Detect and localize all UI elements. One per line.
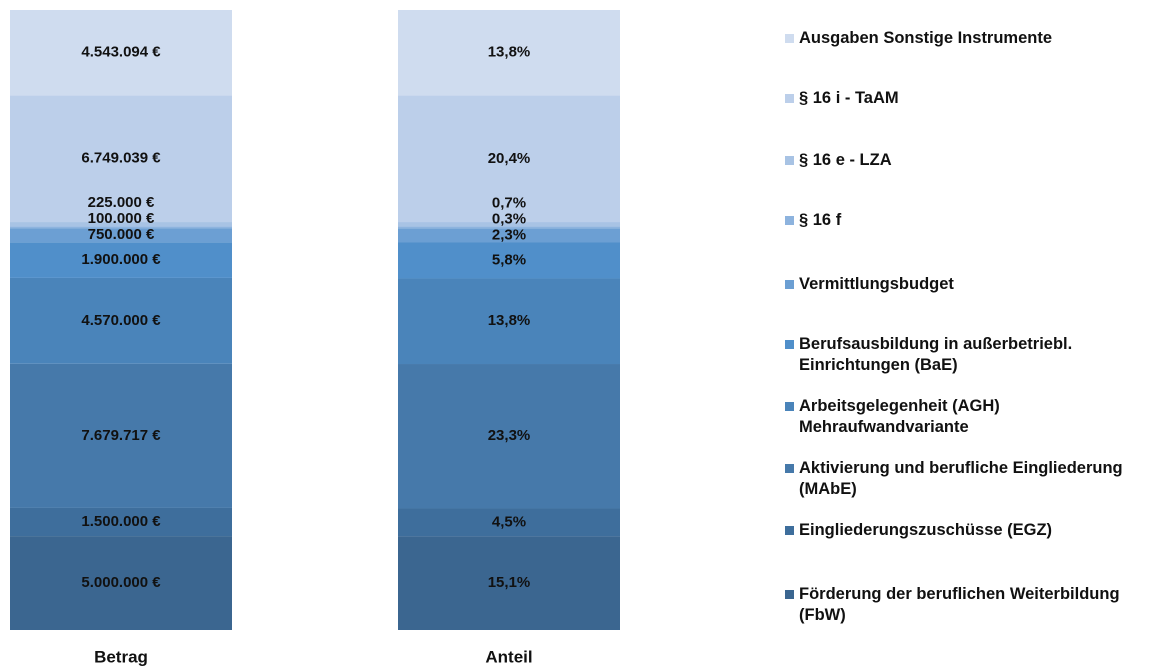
data-label: 5,8% [492, 251, 526, 268]
data-label: 13,8% [488, 312, 531, 329]
legend-item: Arbeitsgelegenheit (AGH) Mehraufwandvari… [785, 396, 1159, 438]
bar-segment [398, 228, 620, 243]
legend-swatch [785, 216, 794, 225]
legend-label: Vermittlungsbudget [799, 275, 954, 293]
data-label: 23,3% [488, 427, 531, 444]
data-label: 2,3% [492, 226, 526, 243]
data-label: 13,8% [488, 44, 531, 61]
bar-segment [398, 222, 620, 227]
bar-segment [10, 536, 232, 630]
bar-segment [398, 10, 620, 96]
bar-segment [10, 277, 232, 364]
bar-segment [398, 536, 620, 630]
legend-label: § 16 f [799, 211, 842, 229]
legend-label: Förderung der beruflichen Weiterbildung … [799, 585, 1120, 624]
legend-swatch [785, 280, 794, 289]
bar-segment [398, 95, 620, 223]
data-label: 5.000.000 € [81, 574, 161, 591]
legend-item: § 16 i - TaAM [785, 88, 899, 109]
bar-segment [398, 508, 620, 537]
data-label: 100.000 € [88, 210, 155, 227]
legend-item: Förderung der beruflichen Weiterbildung … [785, 584, 1159, 626]
bar-segment [398, 278, 620, 365]
legend-swatch [785, 464, 794, 473]
legend-label: § 16 e - LZA [799, 151, 892, 169]
legend-swatch [785, 156, 794, 165]
bar-segment [10, 507, 232, 537]
legend-swatch [785, 526, 794, 535]
data-label: 0,7% [492, 194, 526, 211]
bar-segment [10, 228, 232, 243]
legend-item: Aktivierung und berufliche Eingliederung… [785, 458, 1159, 500]
data-label: 750.000 € [88, 226, 155, 243]
bar-segment [398, 242, 620, 279]
x-tick-label: Anteil [485, 647, 532, 666]
data-label: 4.570.000 € [81, 312, 161, 329]
legend-item: Vermittlungsbudget [785, 274, 954, 295]
data-label: 225.000 € [88, 194, 155, 211]
data-label: 1.500.000 € [81, 513, 161, 530]
data-label: 20,4% [488, 150, 531, 167]
bar-segment [10, 363, 232, 508]
data-label: 4,5% [492, 513, 526, 530]
data-label: 15,1% [488, 574, 531, 591]
legend-item: § 16 e - LZA [785, 150, 892, 171]
data-label: 0,3% [492, 210, 526, 227]
data-label: 1.900.000 € [81, 251, 161, 268]
legend-item: Ausgaben Sonstige Instrumente [785, 28, 1052, 49]
legend-swatch [785, 34, 794, 43]
bar-segment [10, 242, 232, 278]
chart: 5.000.000 € 1.500.000 € 7.679.717 € 4.570.0… [10, 10, 620, 666]
legend-label: Ausgaben Sonstige Instrumente [799, 29, 1053, 47]
legend-item: Eingliederungszuschüsse (EGZ) [785, 520, 1052, 541]
legend-swatch [785, 590, 794, 599]
data-label: 4.543.094 € [81, 44, 161, 61]
bar-segment [10, 222, 232, 227]
bar-segment [10, 10, 232, 96]
legend-label: Berufsausbildung in außerbetriebl. Einri… [799, 335, 1073, 374]
data-label: 7.679.717 € [81, 427, 161, 444]
legend-label: Aktivierung und berufliche Eingliederung… [799, 459, 1123, 498]
legend-label: Arbeitsgelegenheit (AGH) Mehraufwandvari… [799, 397, 1000, 436]
legend-swatch [785, 402, 794, 411]
legend-item: § 16 f [785, 210, 841, 231]
bar-segment [398, 364, 620, 509]
legend-swatch [785, 340, 794, 349]
bar-segment [10, 95, 232, 223]
bar-segment [10, 226, 232, 229]
x-tick-label: Betrag [94, 647, 148, 666]
legend-label: Eingliederungszuschüsse (EGZ) [799, 521, 1053, 539]
legend-item: Berufsausbildung in außerbetriebl. Einri… [785, 334, 1159, 376]
legend-label: § 16 i - TaAM [799, 89, 899, 107]
legend-swatch [785, 94, 794, 103]
bar-segment [398, 226, 620, 229]
data-label: 6.749.039 € [81, 150, 161, 167]
